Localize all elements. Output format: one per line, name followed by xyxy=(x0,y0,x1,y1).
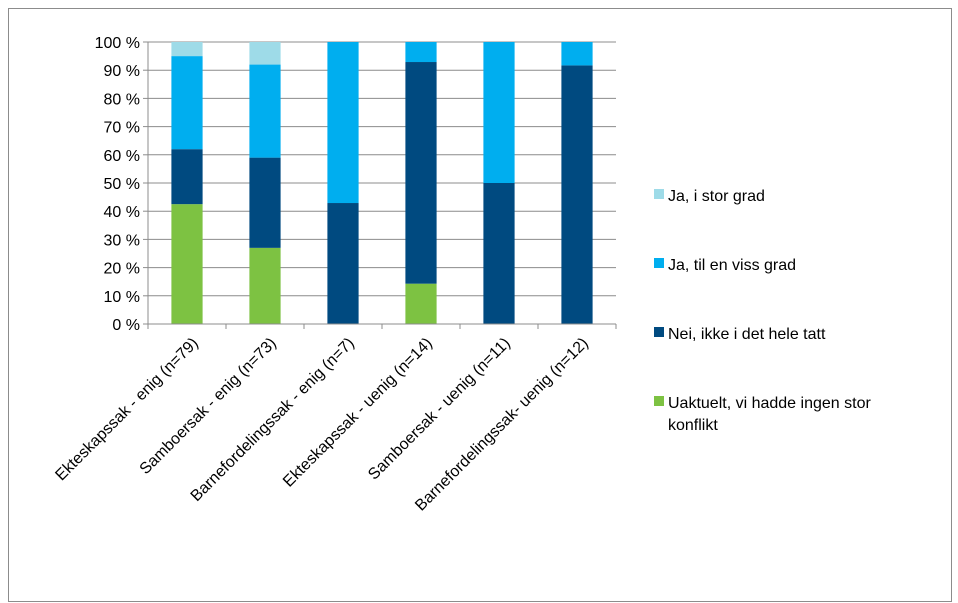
x-category-label: Barnefordelingssak- uenig (n=12) xyxy=(412,335,592,515)
x-category-label: Ekteskapssak - uenig (n=14) xyxy=(280,335,436,491)
bar-segment xyxy=(561,42,593,66)
bar-segment xyxy=(561,65,593,324)
legend-swatch xyxy=(654,396,664,406)
bar-segment xyxy=(405,42,437,63)
legend-label: Ja, til en viss grad xyxy=(668,257,796,274)
legend-label: konflikt xyxy=(668,417,718,434)
legend-swatch xyxy=(654,189,664,199)
y-tick-label: 90 % xyxy=(104,63,140,80)
bar-segment xyxy=(171,42,203,57)
y-axis: 0 % 10 % 20 % 30 % 40 % 50 % 60 % 70 % 80 % 90 % 1… xyxy=(95,35,149,334)
y-tick-label: 30 % xyxy=(104,232,140,249)
bars xyxy=(171,42,593,324)
gridlines xyxy=(148,41,616,297)
legend-label: Ja, i stor grad xyxy=(668,188,765,205)
bar-segment xyxy=(327,42,359,204)
x-category-label: Ekteskapssak - enig (n=79) xyxy=(52,335,201,484)
x-category-label: Barnefordelingssak - enig (n=7) xyxy=(188,335,358,505)
chart-frame xyxy=(8,8,952,602)
bar-segment xyxy=(405,283,437,324)
x-category-label: Samboersak - uenig (n=11) xyxy=(365,335,514,484)
legend-swatch xyxy=(654,258,664,268)
bar-segment xyxy=(249,42,281,65)
y-tick-label: 60 % xyxy=(104,148,140,165)
y-tick-label: 70 % xyxy=(104,120,140,137)
bar-segment xyxy=(171,149,203,205)
bar-segment xyxy=(405,62,437,284)
legend-label: Uaktuelt, vi hadde ingen stor xyxy=(668,395,871,412)
y-tick-label: 20 % xyxy=(104,261,140,278)
y-tick-label: 40 % xyxy=(104,204,140,221)
bar-segment xyxy=(249,157,281,248)
legend-label: Nei, ikke i det hele tatt xyxy=(668,326,826,343)
legend: Ja, i stor grad Ja, til en viss grad Nei, … xyxy=(654,188,871,434)
bar-segment xyxy=(171,204,203,324)
bar-segment xyxy=(249,247,281,324)
legend-swatch xyxy=(654,327,664,337)
y-tick-label: 10 % xyxy=(104,289,140,306)
bar-segment xyxy=(483,183,515,324)
bar-segment xyxy=(249,64,281,158)
x-category-label: Samboersak - enig (n=73) xyxy=(137,335,280,478)
bar-segment xyxy=(327,203,359,324)
y-tick-label: 80 % xyxy=(104,91,140,108)
y-tick-label: 50 % xyxy=(104,176,140,193)
y-tick-label: 0 % xyxy=(112,317,140,334)
y-tick-label: 100 % xyxy=(95,35,140,52)
bar-segment xyxy=(483,42,515,183)
bar-segment xyxy=(171,56,203,150)
x-axis: Ekteskapssak - enig (n=79)Samboersak - e… xyxy=(52,323,617,515)
